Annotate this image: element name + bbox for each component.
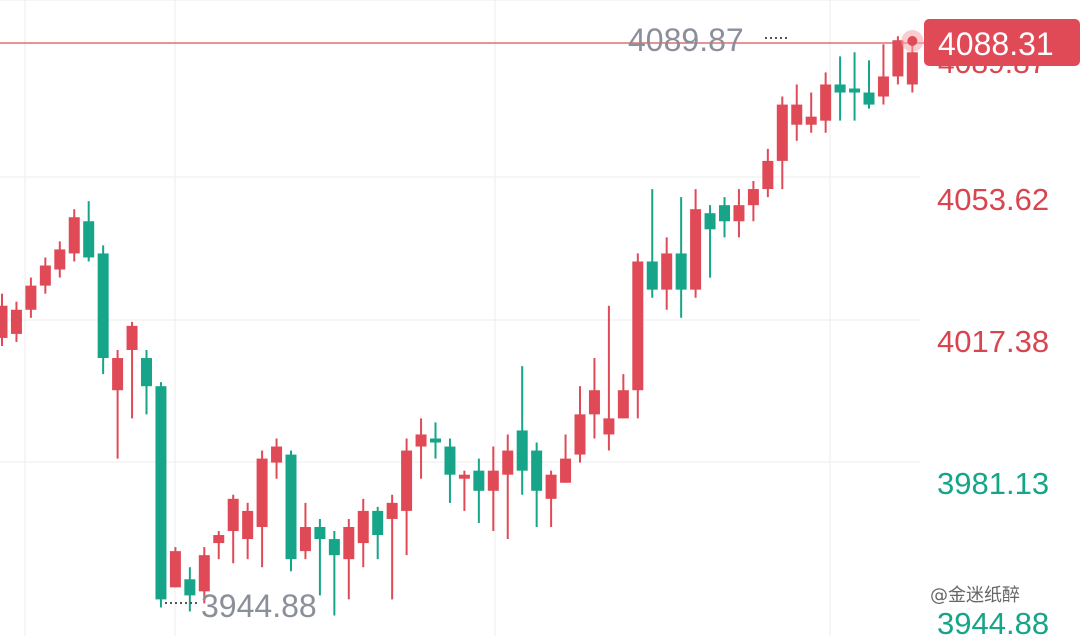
candle-body [502,450,514,475]
candle-body [545,474,557,499]
candle-body [719,205,730,222]
candle-body [401,450,413,511]
candle-body [661,253,673,290]
candle-body [314,526,326,540]
last-price-dot [907,36,918,46]
candle-body [430,438,441,443]
candle-body [213,535,225,544]
candle-body [747,189,759,206]
last-price-tag [924,19,1080,66]
candle-body [458,474,470,479]
candle-body [39,265,51,286]
candle-body [877,76,889,97]
candle-body [473,470,485,491]
y-axis-label: 4017.38 [937,324,1049,359]
watermark-text: @金迷纸醉 [930,585,1020,606]
candle-body [632,261,644,391]
high-annotation-label: 4089.87 [628,22,744,58]
candle-body [646,261,658,290]
candle-body [820,84,832,121]
candle-body [516,430,528,471]
candle-body [892,40,904,77]
candle-body [68,217,80,254]
candle-body [617,390,629,419]
candle-body [357,510,369,544]
candle-body [531,450,543,491]
candle-body [733,205,745,222]
candle-body [386,502,398,519]
candle-body [834,84,846,93]
candle-body [603,418,615,435]
candles [0,36,918,616]
candle-body [169,551,181,588]
candle-body [198,555,210,592]
candle-body [343,526,355,560]
candle-body [863,92,875,105]
candle-body [54,249,66,270]
grid-lines [0,0,920,636]
candle-body [184,579,196,596]
y-axis-label: 4053.62 [937,182,1049,217]
candle-body [762,160,774,190]
last-price-tag-label: 4088.31 [938,26,1054,62]
candle-body [271,446,283,463]
candle-body [791,104,803,125]
candle-body [690,209,702,290]
candle-body [242,510,254,540]
candle-body [574,414,586,455]
candle-body [285,454,297,560]
candle-body [588,390,600,415]
candle-body [849,88,861,93]
candle-body [227,498,239,532]
candle-body [328,539,340,556]
candle-body [97,253,109,359]
candle-body [415,434,427,447]
candle-body [10,309,22,334]
candle-body [256,458,268,527]
candle-body [141,358,152,387]
candle-body [776,104,788,161]
candle-body [155,386,167,600]
low-annotation-label: 3944.88 [201,588,317,624]
candle-body [112,358,124,391]
candle-body [704,213,716,230]
y-axis: 4089.874053.624017.383981.133944.884088.… [924,19,1080,636]
candle-body [805,116,817,125]
y-axis-label: 3944.88 [937,606,1049,636]
candle-body [126,325,138,350]
candle-body [560,458,572,483]
candle-body [83,221,95,258]
annotations: 4089.87 3944.88 [0,22,925,624]
candle-body [906,52,918,85]
candle-body [444,446,456,475]
candle-body [675,253,687,290]
candle-body [372,510,384,536]
candle-body [487,470,499,491]
candle-body [25,285,37,310]
y-axis-label: 3981.13 [937,466,1049,501]
candle-body [0,305,8,338]
candle-body [299,526,311,552]
